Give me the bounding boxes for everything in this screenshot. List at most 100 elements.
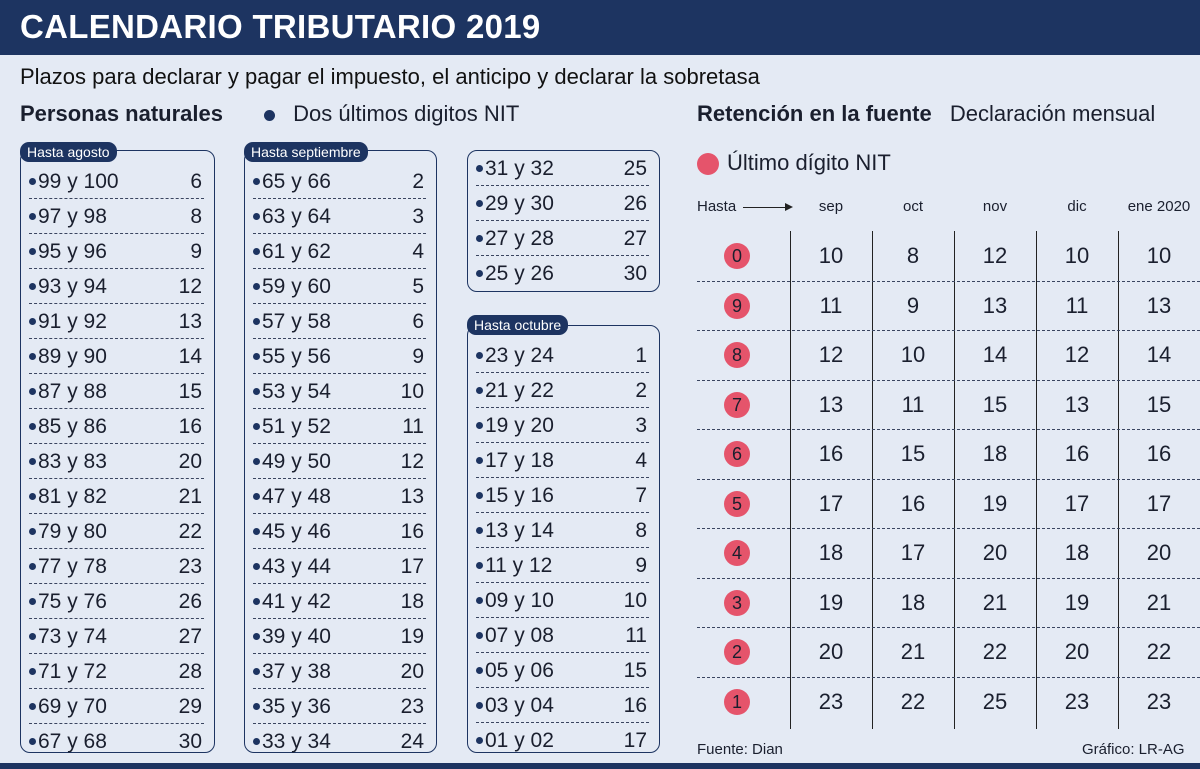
- nit-pair: 99 y 100: [38, 170, 119, 193]
- due-day: 20: [400, 660, 424, 683]
- list-item: 97 y 98 8: [29, 199, 204, 234]
- bullet-icon: [29, 528, 36, 535]
- nit-pair: 07 y 08: [485, 624, 554, 647]
- nit-pair: 05 y 06: [485, 659, 554, 682]
- row-divider: [697, 429, 1200, 431]
- group-box-septiembre: 65 y 66 2 63 y 64 3 61 y 62 4 59 y 60 5 57 y 58 6…: [244, 150, 437, 753]
- due-day-cell: 10: [1064, 243, 1090, 268]
- bullet-icon: [476, 527, 483, 534]
- list-item: 53 y 54 10: [253, 374, 426, 409]
- list-item: 59 y 60 5: [253, 269, 426, 304]
- due-day-cell: 10: [1146, 243, 1172, 268]
- bullet-icon: [476, 422, 483, 429]
- due-day: 10: [623, 589, 647, 612]
- bullet-icon: [476, 387, 483, 394]
- bullet-icon: [476, 165, 483, 172]
- group-box-octubre: 23 y 24 1 21 y 22 2 19 y 20 3 17 y 18 4 15 y 16 7…: [467, 325, 660, 753]
- nit-pair: 39 y 40: [262, 625, 331, 648]
- due-day-cell: 20: [818, 639, 844, 664]
- column-divider: [872, 231, 873, 729]
- nit-digit-badge: 6: [724, 441, 750, 467]
- nit-digit-badge: 9: [724, 292, 750, 319]
- column-divider: [1118, 231, 1119, 729]
- due-day-cell: 17: [1146, 490, 1172, 516]
- nit-pair: 65 y 66: [262, 170, 331, 193]
- due-day: 15: [623, 659, 647, 682]
- due-day: 26: [178, 590, 202, 613]
- list-item: 69 y 70 29: [29, 689, 204, 724]
- month-header: nov: [982, 198, 1008, 215]
- nit-pair: 29 y 30: [485, 192, 554, 215]
- list-item: 21 y 22 2: [476, 373, 649, 408]
- nit-pair: 09 y 10: [485, 589, 554, 612]
- list-item: 71 y 72 28: [29, 654, 204, 689]
- list-item: 73 y 74 27: [29, 619, 204, 654]
- due-day: 25: [623, 157, 647, 180]
- due-day: 17: [400, 555, 424, 578]
- bullet-icon: [29, 598, 36, 605]
- bullet-icon: [253, 318, 260, 325]
- bullet-icon: [29, 178, 36, 185]
- due-day: 3: [412, 205, 424, 228]
- row-divider: [697, 627, 1200, 629]
- list-item: 55 y 56 9: [253, 339, 426, 374]
- column-divider: [954, 231, 955, 729]
- hasta-label: Hasta: [697, 198, 737, 215]
- nit-pair: 79 y 80: [38, 520, 107, 543]
- nit-pair: 97 y 98: [38, 205, 107, 228]
- nit-pair: 31 y 32: [485, 157, 554, 180]
- due-day: 7: [635, 484, 647, 507]
- bullet-icon: [29, 213, 36, 220]
- nit-digit-badge: 3: [724, 589, 750, 616]
- due-day-cell: 15: [900, 441, 926, 466]
- list-item: 07 y 08 11: [476, 618, 649, 653]
- list-item: 45 y 46 16: [253, 514, 426, 549]
- due-day: 26: [623, 192, 647, 215]
- due-day: 23: [400, 695, 424, 718]
- due-day: 23: [178, 555, 202, 578]
- nit-pair: 33 y 34: [262, 730, 331, 753]
- due-day-cell: 18: [818, 540, 844, 565]
- bullet-icon: [476, 597, 483, 604]
- nit-pair: 35 y 36: [262, 695, 331, 718]
- list-item: 33 y 34 24: [253, 724, 426, 759]
- due-day-cell: 18: [982, 441, 1008, 466]
- due-day-cell: 21: [900, 639, 926, 664]
- list-item: 51 y 52 11: [253, 409, 426, 444]
- due-day: 16: [623, 694, 647, 717]
- bullet-icon: [29, 248, 36, 255]
- bullet-icon: [253, 458, 260, 465]
- due-day: 12: [400, 450, 424, 473]
- nit-pair: 49 y 50: [262, 450, 331, 473]
- bullet-icon: [29, 318, 36, 325]
- bullet-icon: [476, 235, 483, 242]
- nit-pair: 89 y 90: [38, 345, 107, 368]
- month-header: ene 2020: [1127, 198, 1191, 215]
- column-divider: [790, 231, 791, 729]
- due-day: 3: [635, 414, 647, 437]
- bullet-icon: [29, 633, 36, 640]
- due-day: 16: [178, 415, 202, 438]
- list-item: 35 y 36 23: [253, 689, 426, 724]
- due-day-cell: 15: [982, 391, 1008, 417]
- nit-pair: 19 y 20: [485, 414, 554, 437]
- list-item: 29 y 30 26: [476, 186, 649, 221]
- due-day: 6: [190, 170, 202, 193]
- nit-pair: 01 y 02: [485, 729, 554, 752]
- bullet-icon: [476, 702, 483, 709]
- due-day: 27: [178, 625, 202, 648]
- month-header: sep: [818, 198, 844, 215]
- list-item: 13 y 14 8: [476, 513, 649, 548]
- due-day: 19: [400, 625, 424, 648]
- nit-pair: 61 y 62: [262, 240, 331, 263]
- list-item: 65 y 66 2: [253, 164, 426, 199]
- due-day: 1: [635, 344, 647, 367]
- page-subtitle: Plazos para declarar y pagar el impuesto…: [20, 64, 760, 89]
- group-tag-septiembre: Hasta septiembre: [244, 142, 368, 162]
- bullet-icon: [253, 598, 260, 605]
- personas-heading: Personas naturales: [20, 101, 223, 126]
- list-item: 11 y 12 9: [476, 548, 649, 583]
- nit-pair: 51 y 52: [262, 415, 331, 438]
- list-item: 17 y 18 4: [476, 443, 649, 478]
- list-item: 49 y 50 12: [253, 444, 426, 479]
